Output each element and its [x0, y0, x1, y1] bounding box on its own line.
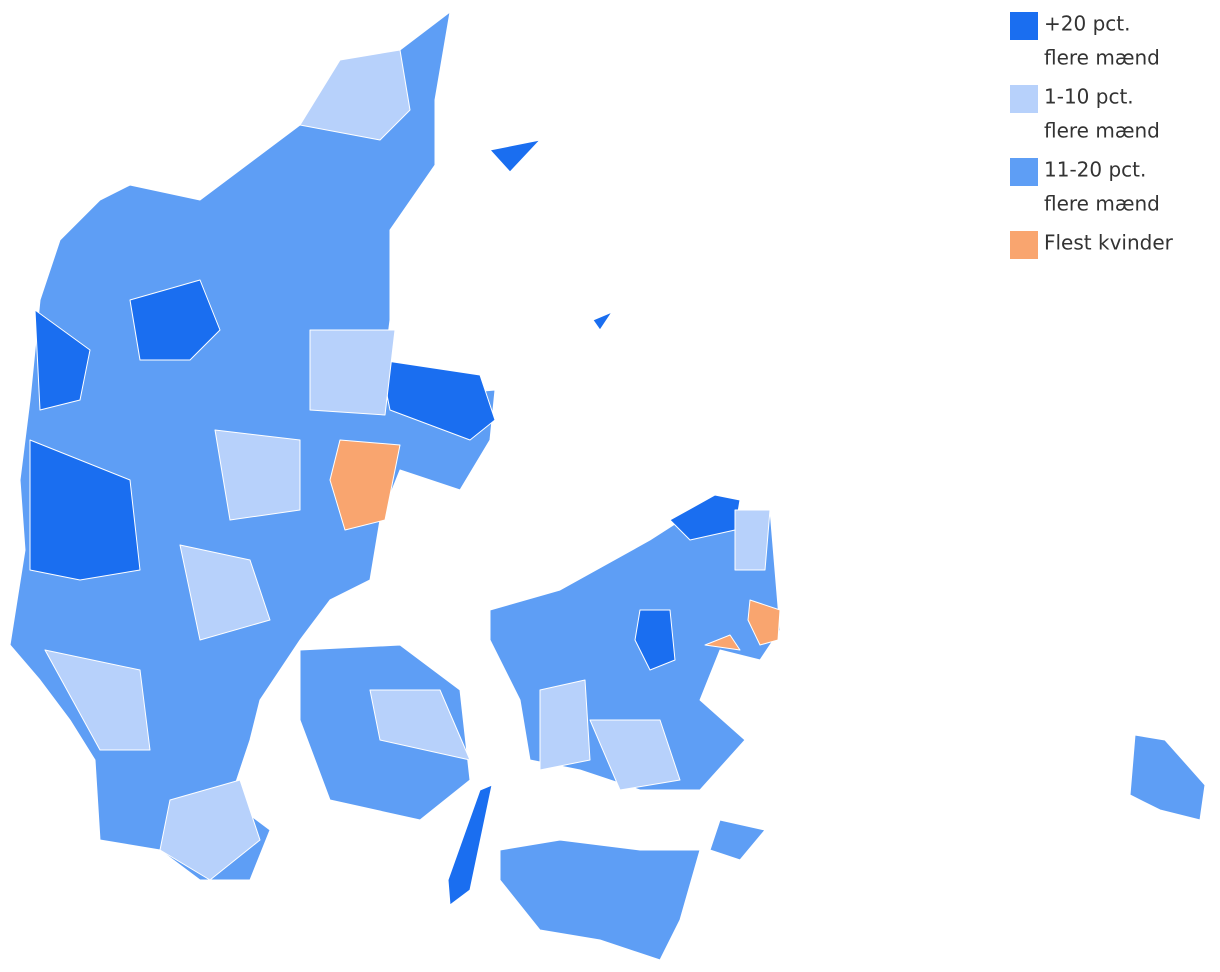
region — [747, 599, 781, 646]
legend-label: flere mænd — [1044, 46, 1160, 70]
legend-swatch — [1010, 231, 1038, 259]
region — [309, 329, 396, 416]
region — [214, 429, 301, 521]
region — [44, 649, 151, 751]
region — [592, 311, 613, 331]
region — [1129, 734, 1206, 821]
legend-swatch — [1010, 85, 1038, 113]
region — [129, 279, 221, 361]
region — [709, 819, 766, 861]
region — [734, 509, 771, 571]
region — [379, 359, 496, 441]
legend-label: flere mænd — [1044, 119, 1160, 143]
regions — [9, 11, 1206, 961]
legend: +20 pct. flere mænd 1-10 pct. flere mænd 11-… — [1010, 12, 1174, 259]
region — [589, 719, 681, 791]
region — [299, 49, 411, 141]
region — [34, 309, 91, 411]
legend-label: 1-10 pct. — [1044, 85, 1134, 109]
region — [179, 544, 271, 641]
legend-label: 11-20 pct. — [1044, 158, 1146, 182]
legend-label: Flest kvinder — [1044, 231, 1174, 255]
legend-label: +20 pct. — [1044, 12, 1130, 36]
region — [159, 779, 261, 881]
region — [539, 679, 591, 771]
region — [369, 689, 471, 761]
region — [489, 139, 541, 173]
legend-swatch — [1010, 158, 1038, 186]
region — [447, 784, 493, 906]
legend-swatch — [1010, 12, 1038, 40]
region — [329, 439, 401, 531]
region — [634, 609, 676, 671]
legend-label: flere mænd — [1044, 192, 1160, 216]
region — [704, 634, 741, 651]
region — [29, 439, 141, 581]
region — [499, 839, 701, 961]
